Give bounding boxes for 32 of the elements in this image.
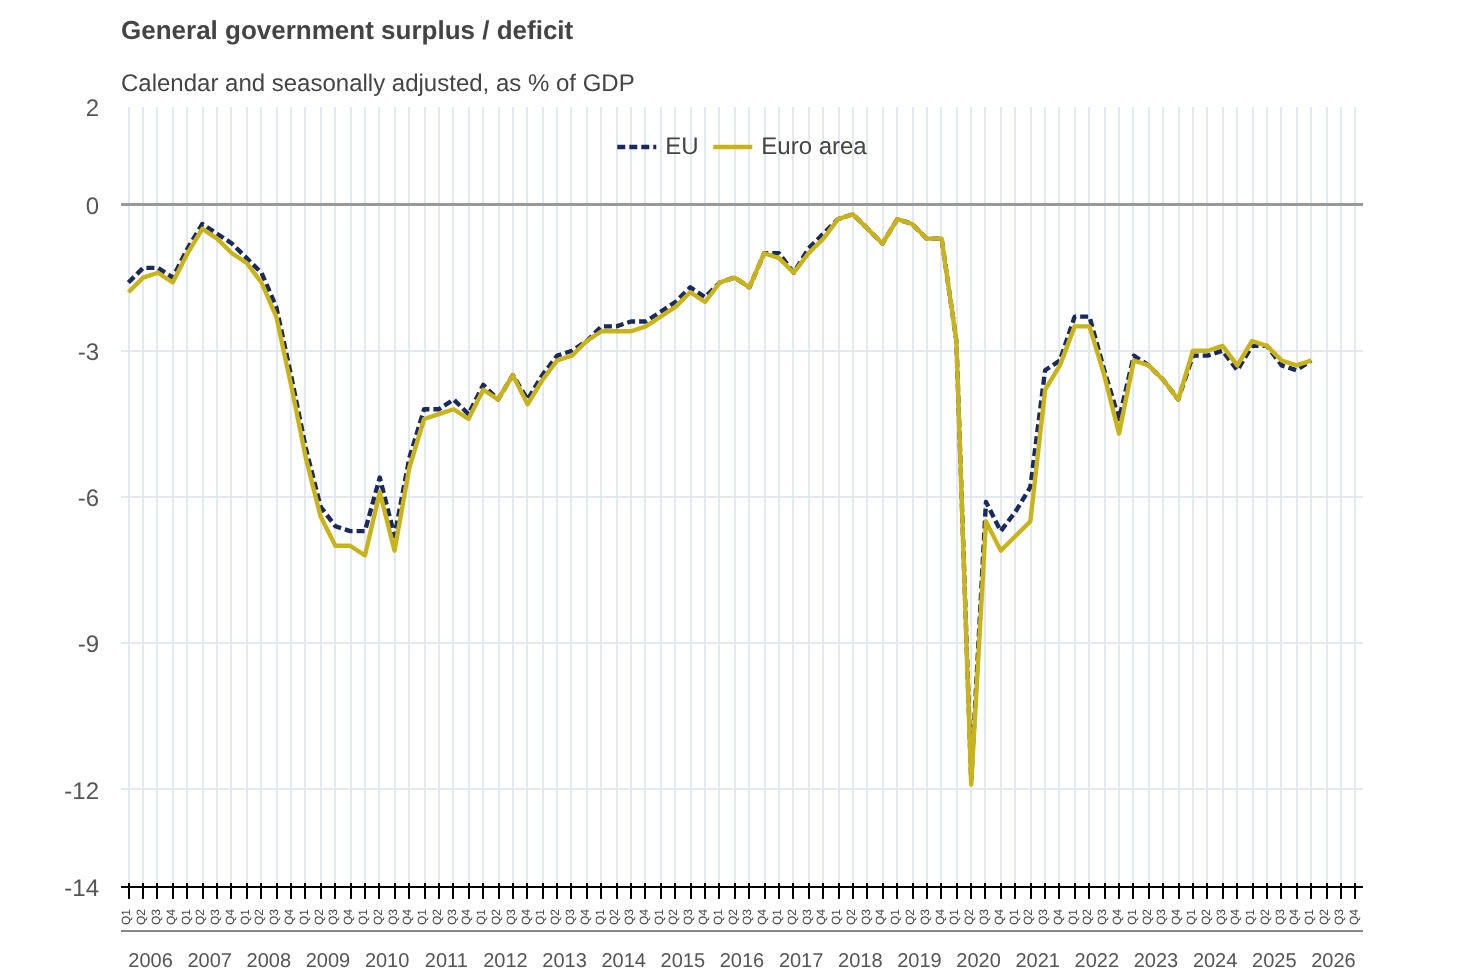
text: 2025 <box>1252 951 1298 972</box>
text: 2015 <box>660 951 706 972</box>
y-tick-label: -14 <box>64 874 100 902</box>
text: 2026 <box>1311 951 1357 972</box>
text: 2022 <box>1074 951 1120 972</box>
text: 2014 <box>601 951 647 972</box>
text: 2017 <box>778 951 825 972</box>
text: 2013 <box>542 951 588 972</box>
text: 2006 <box>128 951 174 972</box>
text: 2009 <box>305 951 352 972</box>
text: 2011 <box>424 951 469 972</box>
y-tick-label: 0 <box>85 191 100 220</box>
chart-title: General government surplus / deficit <box>121 15 575 45</box>
y-tick-label: -12 <box>64 776 100 805</box>
legend-label: EU <box>665 132 701 160</box>
legend-label: Euro area <box>761 132 867 160</box>
text: 2012 <box>483 951 529 972</box>
text: 2019 <box>897 951 943 972</box>
chart-subtitle: Calendar and seasonally adjusted, as % of GDP <box>121 69 635 97</box>
text: 2018 <box>838 951 884 972</box>
y-tick-label: -6 <box>77 484 100 512</box>
text: 2007 <box>187 951 233 972</box>
text: 2023 <box>1133 951 1180 972</box>
text: 2021 <box>1015 951 1061 972</box>
y-tick-label: -9 <box>77 630 100 659</box>
y-tick-label: -3 <box>77 337 100 366</box>
y-tick-label: 2 <box>85 94 100 122</box>
text: 2016 <box>719 951 766 972</box>
text: 2010 <box>364 951 411 972</box>
text: 2024 <box>1192 951 1239 972</box>
text: 2008 <box>246 951 292 972</box>
text: 2020 <box>956 951 1002 972</box>
